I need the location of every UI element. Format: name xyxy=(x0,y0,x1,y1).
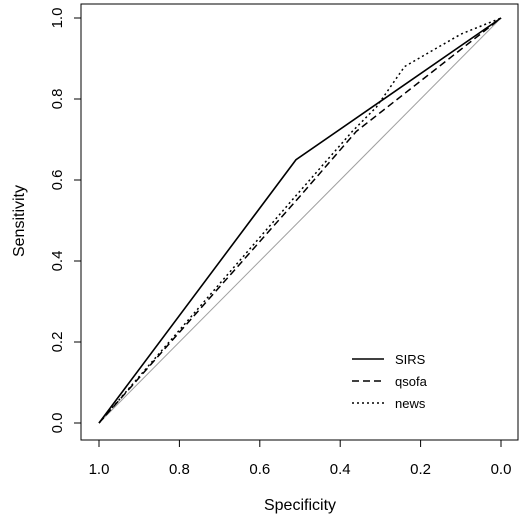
x-tick-label: 0.2 xyxy=(410,461,431,478)
legend-label-SIRS: SIRS xyxy=(395,352,426,367)
legend: SIRS qsofa news xyxy=(352,352,428,411)
x-tick-label: 0.8 xyxy=(169,461,190,478)
x-tick-label: 0.4 xyxy=(330,461,351,478)
y-tick-label: 0.2 xyxy=(49,332,66,353)
y-axis: 0.0 0.2 0.4 0.6 0.8 1.0 xyxy=(49,8,82,434)
y-axis-title: Sensitivity xyxy=(11,185,28,257)
series-line-qsofa xyxy=(98,17,502,424)
legend-label-qsofa: qsofa xyxy=(395,374,428,389)
legend-label-news: news xyxy=(395,396,426,411)
y-tick-label: 0.0 xyxy=(49,413,66,434)
x-tick-label: 1.0 xyxy=(89,461,110,478)
x-axis-title: Specificity xyxy=(264,497,336,514)
series-line-SIRS xyxy=(98,17,502,424)
x-axis: 1.0 0.8 0.6 0.4 0.2 0.0 xyxy=(89,439,512,478)
y-tick-label: 0.4 xyxy=(49,251,66,272)
y-tick-label: 0.8 xyxy=(49,89,66,110)
reference-diagonal xyxy=(98,17,502,424)
y-tick-label: 1.0 xyxy=(49,8,66,29)
y-tick-label: 0.6 xyxy=(49,170,66,191)
x-tick-label: 0.0 xyxy=(491,461,512,478)
x-tick-label: 0.6 xyxy=(249,461,270,478)
series-line-news xyxy=(98,17,502,424)
